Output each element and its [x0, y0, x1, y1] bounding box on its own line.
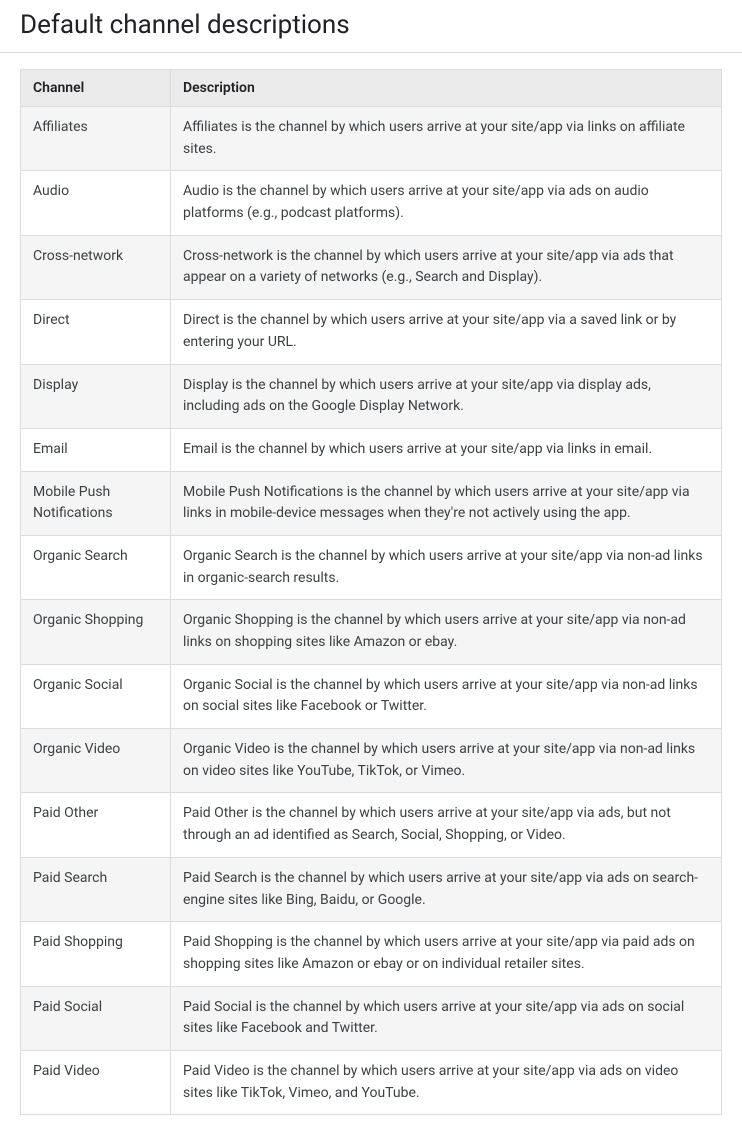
- cell-description: Paid Social is the channel by which user…: [171, 986, 722, 1050]
- table-row: Organic SearchOrganic Search is the chan…: [21, 535, 722, 599]
- table-row: Paid SearchPaid Search is the channel by…: [21, 857, 722, 921]
- table-row: DisplayDisplay is the channel by which u…: [21, 364, 722, 428]
- cell-channel: Organic Shopping: [21, 600, 171, 664]
- cell-description: Display is the channel by which users ar…: [171, 364, 722, 428]
- table-row: EmailEmail is the channel by which users…: [21, 428, 722, 471]
- table-row: Organic SocialOrganic Social is the chan…: [21, 664, 722, 728]
- cell-description: Organic Social is the channel by which u…: [171, 664, 722, 728]
- table-row: Organic VideoOrganic Video is the channe…: [21, 729, 722, 793]
- cell-description: Direct is the channel by which users arr…: [171, 300, 722, 364]
- cell-channel: Affiliates: [21, 107, 171, 171]
- cell-description: Organic Search is the channel by which u…: [171, 535, 722, 599]
- cell-description: Cross-network is the channel by which us…: [171, 235, 722, 299]
- table-row: Paid OtherPaid Other is the channel by w…: [21, 793, 722, 857]
- table-row: Cross-networkCross-network is the channe…: [21, 235, 722, 299]
- cell-description: Organic Shopping is the channel by which…: [171, 600, 722, 664]
- table-row: AffiliatesAffiliates is the channel by w…: [21, 107, 722, 171]
- table-row: DirectDirect is the channel by which use…: [21, 300, 722, 364]
- col-header-description: Description: [171, 70, 722, 107]
- cell-channel: Paid Video: [21, 1050, 171, 1114]
- table-header-row: Channel Description: [21, 70, 722, 107]
- cell-description: Paid Search is the channel by which user…: [171, 857, 722, 921]
- cell-channel: Display: [21, 364, 171, 428]
- channel-descriptions-table: Channel Description AffiliatesAffiliates…: [20, 69, 722, 1115]
- table-row: Mobile Push NotificationsMobile Push Not…: [21, 471, 722, 535]
- cell-channel: Paid Shopping: [21, 922, 171, 986]
- col-header-channel: Channel: [21, 70, 171, 107]
- cell-description: Organic Video is the channel by which us…: [171, 729, 722, 793]
- table-body: AffiliatesAffiliates is the channel by w…: [21, 107, 722, 1115]
- cell-channel: Paid Search: [21, 857, 171, 921]
- cell-description: Paid Video is the channel by which users…: [171, 1050, 722, 1114]
- table-row: Paid SocialPaid Social is the channel by…: [21, 986, 722, 1050]
- cell-channel: Organic Search: [21, 535, 171, 599]
- page-title: Default channel descriptions: [0, 0, 742, 53]
- cell-description: Audio is the channel by which users arri…: [171, 171, 722, 235]
- cell-channel: Paid Social: [21, 986, 171, 1050]
- cell-channel: Organic Video: [21, 729, 171, 793]
- cell-channel: Mobile Push Notifications: [21, 471, 171, 535]
- table-container: Channel Description AffiliatesAffiliates…: [0, 69, 742, 1135]
- table-row: Paid VideoPaid Video is the channel by w…: [21, 1050, 722, 1114]
- cell-channel: Cross-network: [21, 235, 171, 299]
- table-row: AudioAudio is the channel by which users…: [21, 171, 722, 235]
- cell-channel: Organic Social: [21, 664, 171, 728]
- cell-channel: Paid Other: [21, 793, 171, 857]
- table-row: Organic ShoppingOrganic Shopping is the …: [21, 600, 722, 664]
- cell-channel: Audio: [21, 171, 171, 235]
- cell-description: Email is the channel by which users arri…: [171, 428, 722, 471]
- table-row: Paid ShoppingPaid Shopping is the channe…: [21, 922, 722, 986]
- cell-channel: Direct: [21, 300, 171, 364]
- cell-description: Mobile Push Notifications is the channel…: [171, 471, 722, 535]
- cell-description: Paid Other is the channel by which users…: [171, 793, 722, 857]
- cell-description: Affiliates is the channel by which users…: [171, 107, 722, 171]
- cell-channel: Email: [21, 428, 171, 471]
- cell-description: Paid Shopping is the channel by which us…: [171, 922, 722, 986]
